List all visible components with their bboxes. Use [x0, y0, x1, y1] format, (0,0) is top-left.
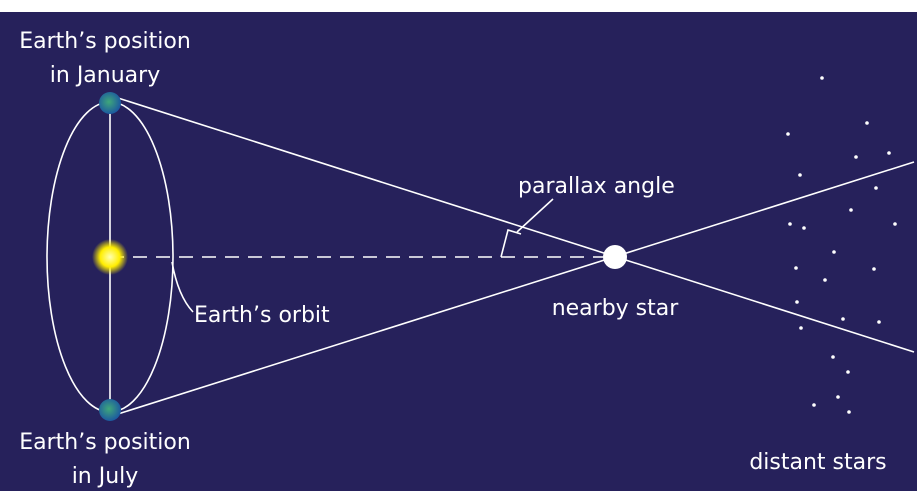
label: in July [72, 464, 139, 489]
label: in January [50, 63, 160, 88]
label: Earth’s position [19, 29, 191, 54]
parallax-diagram: Earth’s position in January Earth’s posi… [0, 0, 917, 491]
label: Earth’s position [19, 430, 191, 455]
label: Earth’s orbit [194, 303, 330, 328]
earth-july [99, 399, 121, 421]
earth-january [99, 92, 121, 114]
sun [92, 239, 128, 275]
label: parallax angle [518, 174, 675, 199]
label: distant stars [749, 450, 886, 475]
label: nearby star [552, 296, 680, 321]
nearby-star [603, 245, 627, 269]
